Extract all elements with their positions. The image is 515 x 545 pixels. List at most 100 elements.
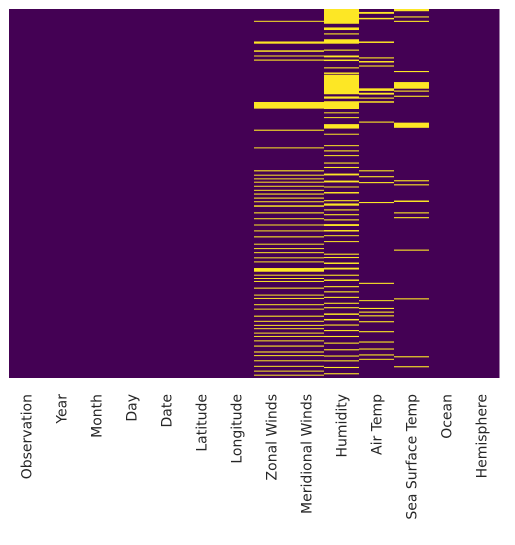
missing-band-zonal-winds-27 <box>254 261 289 263</box>
missing-band-meridional-winds-29 <box>289 274 324 276</box>
missing-band-sea-surface-temp-8 <box>394 180 429 182</box>
column-observation-present <box>9 9 45 378</box>
missing-band-meridional-winds-14 <box>289 193 324 195</box>
missing-band-meridional-winds-35 <box>289 304 324 306</box>
missing-band-humidity-37 <box>324 267 359 270</box>
missing-band-air-temp-10 <box>359 121 394 123</box>
missing-band-zonal-winds-3 <box>254 55 289 57</box>
missing-band-humidity-52 <box>324 355 359 357</box>
missing-band-zonal-winds-12 <box>254 185 289 187</box>
missing-band-humidity-13 <box>324 117 359 119</box>
x-tick-label-zonal-winds: Zonal Winds <box>265 394 281 480</box>
missing-band-meridional-winds-10 <box>289 178 324 180</box>
x-tick-label-longitude: Longitude <box>230 394 246 464</box>
missing-band-zonal-winds-30 <box>254 278 289 280</box>
x-tick-label-observation: Observation <box>20 394 36 479</box>
missing-band-meridional-winds-34 <box>289 297 324 299</box>
missing-band-meridional-winds-17 <box>289 205 324 207</box>
missing-band-humidity-41 <box>324 291 359 293</box>
missing-band-meridional-winds-21 <box>289 230 324 232</box>
missing-band-humidity-21 <box>324 173 359 176</box>
missing-band-air-temp-25 <box>359 358 394 360</box>
missing-band-meridional-winds-37 <box>289 315 324 317</box>
missing-band-zonal-winds-38 <box>254 320 289 322</box>
missing-band-zonal-winds-10 <box>254 178 289 180</box>
missing-band-zonal-winds-0 <box>254 20 289 22</box>
missing-band-humidity-14 <box>324 124 359 129</box>
missing-band-humidity-8 <box>324 72 359 74</box>
missing-band-zonal-winds-44 <box>254 345 289 347</box>
missing-band-zonal-winds-8 <box>254 170 289 172</box>
missing-band-meridional-winds-1 <box>289 41 324 44</box>
missing-band-sea-surface-temp-9 <box>394 184 429 186</box>
missing-band-zonal-winds-34 <box>254 297 289 299</box>
missing-band-sea-surface-temp-4 <box>394 82 429 89</box>
missing-band-zonal-winds-45 <box>254 351 289 353</box>
missing-band-humidity-22 <box>324 180 359 183</box>
missing-band-meridional-winds-19 <box>289 218 324 220</box>
missing-band-humidity-30 <box>324 224 359 226</box>
x-axis-tick-labels: Observation Year Month Day Date Latitude Longi… <box>20 394 491 520</box>
x-tick-label-date: Date <box>160 394 176 427</box>
missing-band-zonal-winds-16 <box>254 201 289 203</box>
missing-band-humidity-11 <box>324 101 359 109</box>
missing-band-humidity-45 <box>324 313 359 315</box>
missing-band-air-temp-21 <box>359 331 394 333</box>
missing-band-air-temp-23 <box>359 348 394 350</box>
missing-band-humidity-51 <box>324 349 359 351</box>
missing-band-zonal-winds-43 <box>254 340 289 342</box>
missing-band-humidity-15 <box>324 133 359 135</box>
missing-band-air-temp-9 <box>359 101 394 103</box>
missing-band-air-temp-14 <box>359 201 394 204</box>
x-tick-label-year: Year <box>55 394 71 425</box>
x-tick-label-ocean: Ocean <box>440 394 456 439</box>
missing-band-air-temp-18 <box>359 311 394 313</box>
column-month-present <box>79 9 115 378</box>
missing-band-humidity-28 <box>324 214 359 216</box>
missing-band-zonal-winds-20 <box>254 224 289 226</box>
column-sea-surface-temp-present <box>394 9 430 378</box>
heatmap-cells <box>9 9 500 378</box>
missing-band-air-temp-13 <box>359 182 394 184</box>
missing-band-humidity-23 <box>324 186 359 188</box>
missing-band-humidity-3 <box>324 39 359 44</box>
column-air-temp-present <box>359 9 395 378</box>
missing-band-zonal-winds-11 <box>254 181 289 183</box>
column-longitude-present <box>219 9 255 378</box>
missing-band-zonal-winds-26 <box>254 257 289 259</box>
missing-band-zonal-winds-29 <box>254 274 289 276</box>
missing-band-meridional-winds-7 <box>289 147 324 149</box>
missing-band-zonal-winds-14 <box>254 193 289 195</box>
column-day-present <box>114 9 150 378</box>
missing-band-humidity-33 <box>324 241 359 243</box>
missing-band-sea-surface-temp-12 <box>394 217 429 219</box>
column-year-present <box>44 9 80 378</box>
missing-band-sea-surface-temp-7 <box>394 122 429 128</box>
missing-band-humidity-55 <box>324 373 359 375</box>
missing-band-air-temp-19 <box>359 315 394 317</box>
missing-band-meridional-winds-46 <box>289 355 324 357</box>
missing-band-meridional-winds-20 <box>289 224 324 226</box>
missing-band-humidity-46 <box>324 318 359 321</box>
missing-band-humidity-20 <box>324 166 359 169</box>
missing-band-meridional-winds-24 <box>289 248 324 250</box>
x-tick-label-month: Month <box>90 394 106 438</box>
missing-band-humidity-9 <box>324 74 359 95</box>
missing-band-meridional-winds-44 <box>289 345 324 347</box>
missing-band-meridional-winds-27 <box>289 261 324 263</box>
missing-band-sea-surface-temp-15 <box>394 356 429 358</box>
missing-band-humidity-42 <box>324 296 359 298</box>
missing-band-humidity-26 <box>324 203 359 206</box>
missing-band-air-temp-6 <box>359 88 394 91</box>
missing-band-meridional-winds-42 <box>289 335 324 337</box>
missing-band-meridional-winds-15 <box>289 197 324 199</box>
missing-band-meridional-winds-32 <box>289 287 324 289</box>
missing-band-meridional-winds-30 <box>289 278 324 280</box>
missing-band-meridional-winds-8 <box>289 170 324 172</box>
missing-band-zonal-winds-31 <box>254 280 289 282</box>
missing-band-meridional-winds-31 <box>289 280 324 282</box>
missing-band-zonal-winds-28 <box>254 268 289 272</box>
missing-band-meridional-winds-33 <box>289 294 324 296</box>
missing-band-humidity-1 <box>324 27 359 31</box>
